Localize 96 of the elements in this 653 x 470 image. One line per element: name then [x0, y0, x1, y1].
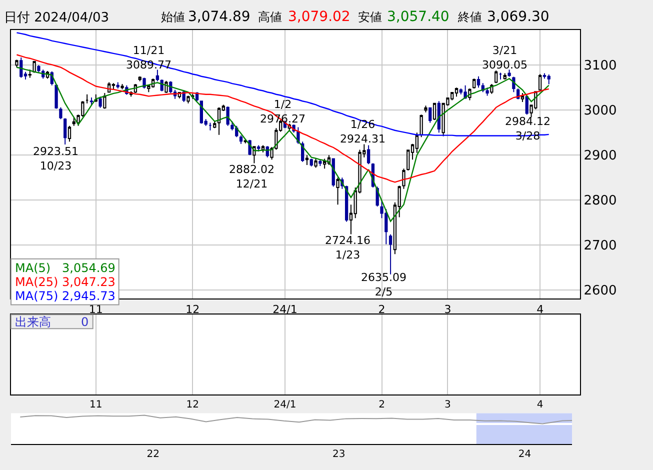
candlestick [28, 69, 32, 78]
candlestick [208, 122, 212, 131]
x-tick-label: 4 [536, 302, 544, 316]
annotation: 3,047.23 [62, 275, 116, 289]
annotation: 2882.02 12/21 [229, 163, 274, 190]
text: 0 [81, 315, 89, 329]
candlestick [217, 106, 221, 136]
text: 11 [90, 399, 102, 410]
candlestick [525, 95, 528, 116]
y-tick-label: 2800 [584, 194, 617, 209]
y-tick-label: 2900 [584, 148, 617, 164]
x-tick-label: 24 [518, 449, 532, 460]
x-tick-label: 12 [186, 302, 200, 316]
candlestick [520, 92, 524, 103]
candlestick [257, 144, 260, 152]
candlestick [538, 74, 542, 91]
annotation: 2,945.73 [62, 289, 116, 303]
text: 4 [536, 399, 544, 410]
annotation: 2635.09 2/5 [361, 271, 406, 298]
candlestick [366, 144, 370, 165]
text: MA(5) [15, 261, 51, 275]
text: 3,074.89 [188, 9, 250, 25]
x-tick-label: 2 [378, 302, 386, 316]
x-tick-label: 24/1 [272, 302, 298, 316]
text: 24/1 [274, 399, 296, 410]
x-tick-label: 11 [88, 302, 103, 316]
candlestick [72, 116, 76, 126]
candlestick [90, 97, 94, 106]
candlestick [472, 78, 476, 90]
text: 3,069.30 [487, 9, 550, 25]
text: 12 [186, 399, 200, 410]
candlestick [98, 96, 102, 108]
candlestick [437, 100, 440, 134]
text: MA(75) [15, 289, 58, 303]
candlestick [494, 70, 498, 84]
x-tick-label: 23 [332, 449, 346, 460]
chart-title: 日付 2024/04/03 [4, 10, 110, 26]
candlestick [37, 64, 40, 73]
candlestick [64, 118, 67, 146]
candlestick [454, 87, 458, 98]
candlestick [103, 92, 106, 110]
candlestick [432, 102, 436, 121]
text: MA(25) [15, 275, 58, 289]
candlestick [336, 177, 340, 206]
candlestick [54, 84, 58, 110]
y-tick-label: 2700 [584, 238, 617, 254]
text: 3 [444, 399, 451, 410]
candlestick [428, 106, 432, 124]
y-tick-label: 2600 [584, 284, 617, 299]
text: 高値 [258, 10, 282, 24]
candlestick [508, 69, 511, 78]
candlestick [32, 60, 36, 72]
candlestick [239, 134, 243, 144]
text: 終値 [457, 10, 482, 24]
candlestick [503, 72, 506, 80]
annotation: 2923.51 10/23 [33, 145, 78, 172]
candlestick [323, 158, 326, 170]
candlestick [138, 76, 142, 82]
candlestick [116, 82, 120, 90]
text: 3,079.02 [288, 9, 350, 25]
annotation: 1/26 2924.31 [340, 118, 386, 146]
candlestick [112, 82, 116, 90]
candlestick [120, 84, 124, 90]
annotation: 2724.16 1/23 [325, 234, 370, 262]
annotation: 3/21 3090.05 [482, 44, 528, 72]
text: 3,057.40 [387, 9, 450, 25]
candlestick [226, 106, 230, 126]
text: 安値 [358, 10, 382, 24]
x-tick-label: 22 [146, 449, 160, 460]
candlestick [305, 154, 309, 166]
candlestick [424, 105, 428, 113]
candlestick [344, 185, 348, 222]
candlestick [402, 168, 406, 190]
candlestick [498, 72, 502, 80]
text: 出来高 [15, 315, 51, 329]
text: 始値 [161, 10, 185, 24]
candlestick [186, 95, 190, 104]
x-tick-label: 3 [444, 302, 452, 316]
candlestick [547, 74, 550, 85]
text: 2 [378, 399, 385, 410]
candlestick [86, 94, 89, 104]
candlestick [310, 158, 313, 167]
candlestick [59, 106, 62, 120]
candlestick [20, 56, 23, 78]
candlestick [476, 76, 480, 88]
candlestick [15, 59, 18, 68]
candlestick [318, 159, 322, 166]
candlestick [68, 125, 72, 142]
candlestick [213, 120, 216, 129]
y-tick-label: 3100 [584, 58, 617, 74]
candlestick [314, 158, 318, 168]
candlestick [156, 69, 160, 82]
candlestick [486, 87, 489, 96]
candlestick [420, 114, 423, 138]
annotation: 3,054.69 [62, 261, 116, 275]
y-tick-label: 3000 [584, 104, 617, 119]
